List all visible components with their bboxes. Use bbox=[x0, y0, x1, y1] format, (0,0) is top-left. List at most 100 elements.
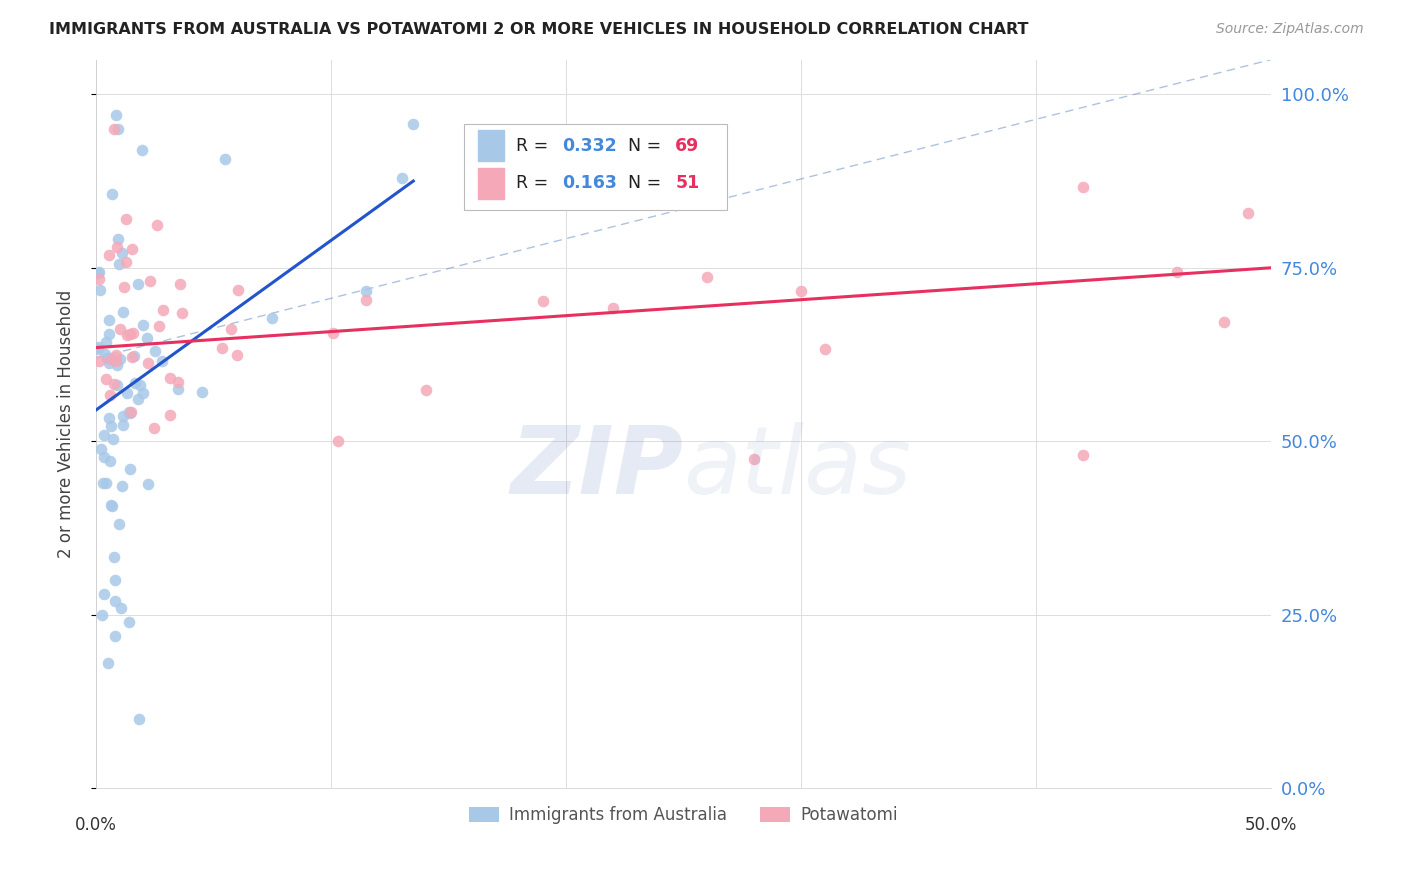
Point bbox=[356, 285, 378, 299]
Point bbox=[121, 350, 143, 364]
Point bbox=[131, 143, 153, 157]
Point bbox=[103, 550, 125, 565]
Point bbox=[121, 242, 143, 256]
Bar bbox=[478, 169, 503, 199]
Point bbox=[1071, 179, 1094, 194]
Point bbox=[107, 122, 129, 136]
Point bbox=[112, 417, 135, 432]
Point bbox=[104, 629, 127, 643]
Point bbox=[138, 274, 160, 288]
Point bbox=[127, 392, 149, 406]
Point bbox=[354, 293, 377, 308]
Text: ZIP: ZIP bbox=[510, 422, 683, 514]
Point bbox=[100, 499, 122, 513]
Point bbox=[107, 232, 129, 246]
Point bbox=[107, 257, 129, 271]
Point bbox=[111, 246, 134, 260]
Point bbox=[115, 254, 138, 268]
Point bbox=[105, 378, 128, 392]
Y-axis label: 2 or more Vehicles in Household: 2 or more Vehicles in Household bbox=[58, 290, 75, 558]
Point bbox=[1236, 205, 1258, 219]
Point bbox=[105, 358, 128, 372]
Point bbox=[326, 434, 349, 449]
Point bbox=[118, 462, 141, 476]
Point bbox=[172, 306, 194, 320]
Point bbox=[94, 372, 117, 386]
Point bbox=[87, 340, 110, 354]
Point bbox=[101, 499, 124, 513]
Point bbox=[97, 411, 120, 425]
Text: 0.332: 0.332 bbox=[562, 136, 617, 154]
Point bbox=[111, 479, 134, 493]
Point bbox=[87, 343, 110, 357]
Point bbox=[91, 607, 114, 622]
Point bbox=[97, 657, 120, 671]
Point bbox=[132, 318, 155, 332]
Point bbox=[103, 122, 125, 136]
Point bbox=[111, 305, 134, 319]
Point bbox=[96, 351, 118, 365]
Point bbox=[1166, 265, 1188, 279]
Point bbox=[100, 351, 122, 366]
Point bbox=[104, 594, 127, 608]
Point bbox=[105, 349, 128, 363]
Point bbox=[101, 432, 124, 446]
Point bbox=[91, 476, 114, 491]
Point bbox=[104, 354, 127, 368]
Point bbox=[115, 327, 138, 342]
Text: 0.163: 0.163 bbox=[562, 175, 617, 193]
Text: 69: 69 bbox=[675, 136, 700, 154]
Point bbox=[98, 453, 121, 467]
Point bbox=[105, 108, 128, 122]
Point bbox=[1213, 315, 1236, 329]
Point bbox=[262, 311, 284, 326]
Point bbox=[112, 279, 135, 293]
Text: IMMIGRANTS FROM AUSTRALIA VS POTAWATOMI 2 OR MORE VEHICLES IN HOUSEHOLD CORRELAT: IMMIGRANTS FROM AUSTRALIA VS POTAWATOMI … bbox=[49, 22, 1029, 37]
Point bbox=[226, 348, 249, 362]
Point bbox=[87, 271, 110, 285]
Point bbox=[89, 283, 111, 297]
Text: 0.0%: 0.0% bbox=[75, 816, 117, 834]
Point bbox=[104, 573, 127, 587]
Point bbox=[142, 421, 165, 435]
Point bbox=[121, 326, 143, 340]
Point bbox=[94, 347, 117, 361]
Point bbox=[531, 293, 554, 308]
Point bbox=[813, 342, 835, 356]
Point bbox=[214, 152, 236, 166]
Point bbox=[136, 356, 159, 370]
Point bbox=[93, 450, 115, 465]
Point bbox=[322, 326, 344, 341]
Point bbox=[226, 283, 249, 297]
Point bbox=[87, 353, 110, 368]
Text: 51: 51 bbox=[675, 175, 700, 193]
Point bbox=[128, 378, 150, 392]
Point bbox=[1071, 448, 1094, 462]
Text: N =: N = bbox=[628, 136, 666, 154]
Point bbox=[101, 187, 124, 202]
Point bbox=[127, 277, 149, 292]
Point bbox=[167, 383, 190, 397]
Text: N =: N = bbox=[628, 175, 666, 193]
Legend: Immigrants from Australia, Potawatomi: Immigrants from Australia, Potawatomi bbox=[463, 799, 904, 831]
Point bbox=[790, 285, 813, 299]
Point bbox=[94, 476, 117, 491]
Point bbox=[103, 377, 125, 392]
Point bbox=[110, 351, 132, 366]
Point bbox=[742, 451, 765, 466]
Point bbox=[159, 408, 181, 422]
Point bbox=[146, 218, 169, 232]
Point bbox=[143, 344, 166, 359]
Point bbox=[93, 428, 115, 442]
Bar bbox=[478, 130, 503, 161]
Point bbox=[150, 353, 173, 368]
Point bbox=[132, 386, 155, 401]
Point bbox=[98, 356, 121, 370]
Point bbox=[98, 313, 121, 327]
Point bbox=[96, 335, 118, 350]
Point bbox=[136, 477, 159, 491]
Point bbox=[93, 587, 115, 601]
Point bbox=[98, 327, 121, 342]
Point bbox=[118, 615, 141, 629]
Text: 50.0%: 50.0% bbox=[1244, 816, 1298, 834]
